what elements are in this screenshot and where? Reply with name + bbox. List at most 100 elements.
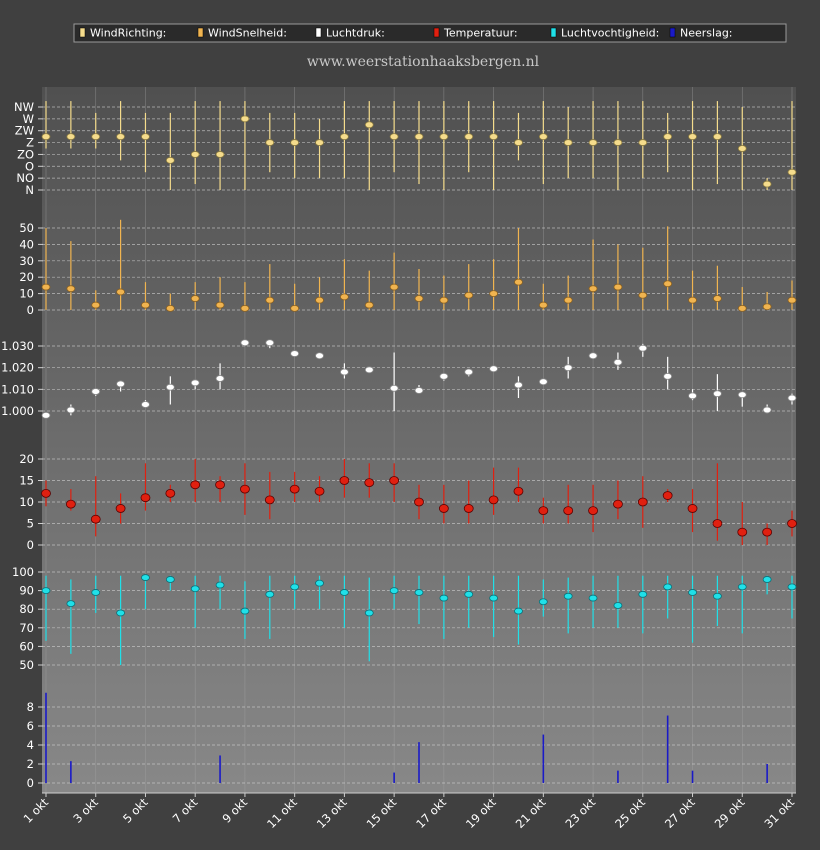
data-point bbox=[364, 609, 374, 617]
data-point bbox=[489, 133, 499, 141]
data-point bbox=[464, 291, 474, 299]
y-tick-label: NO bbox=[16, 171, 34, 185]
data-point bbox=[613, 283, 623, 291]
data-point bbox=[190, 379, 200, 387]
data-point bbox=[613, 602, 623, 609]
data-point bbox=[41, 283, 51, 291]
data-point bbox=[116, 133, 125, 141]
plot-area bbox=[42, 87, 796, 793]
y-tick-label: 0 bbox=[27, 303, 34, 317]
data-point bbox=[663, 372, 673, 380]
data-point bbox=[339, 589, 349, 596]
data-point bbox=[538, 506, 549, 516]
data-point bbox=[489, 594, 499, 602]
data-point bbox=[339, 368, 349, 376]
data-point bbox=[414, 589, 424, 596]
y-tick-label: 10 bbox=[19, 287, 34, 301]
data-point bbox=[538, 598, 548, 606]
data-point bbox=[737, 391, 747, 399]
data-point bbox=[588, 285, 598, 293]
y-tick-label: NW bbox=[14, 100, 34, 114]
data-point bbox=[91, 301, 101, 309]
data-point bbox=[315, 579, 324, 587]
data-point bbox=[290, 304, 300, 312]
y-tick-label: 70 bbox=[19, 621, 34, 635]
data-point bbox=[265, 296, 275, 304]
data-point bbox=[41, 488, 51, 498]
data-point bbox=[514, 607, 523, 615]
data-point bbox=[165, 156, 175, 164]
data-point bbox=[563, 296, 573, 304]
data-point bbox=[66, 406, 76, 414]
y-tick-label: 20 bbox=[19, 270, 34, 284]
data-point bbox=[638, 590, 648, 598]
data-point bbox=[638, 139, 648, 146]
data-point bbox=[563, 592, 573, 600]
data-point bbox=[315, 296, 324, 304]
data-point bbox=[538, 378, 548, 386]
data-point bbox=[290, 583, 300, 591]
legend-label-1: WindSnelheid: bbox=[208, 27, 287, 40]
data-point bbox=[588, 506, 598, 516]
data-point bbox=[762, 406, 772, 414]
y-tick-label: 80 bbox=[19, 602, 34, 616]
data-point bbox=[787, 583, 797, 591]
data-point bbox=[439, 594, 449, 602]
data-point bbox=[588, 352, 598, 360]
y-tick-label: 30 bbox=[19, 254, 34, 268]
data-point bbox=[688, 589, 697, 596]
data-point bbox=[91, 589, 101, 596]
data-point bbox=[140, 493, 151, 503]
data-point bbox=[489, 290, 499, 298]
data-point bbox=[439, 296, 449, 304]
data-point bbox=[688, 133, 697, 141]
y-tick-label: 20 bbox=[19, 452, 34, 466]
data-point bbox=[90, 514, 101, 524]
data-point bbox=[538, 301, 548, 309]
data-point bbox=[91, 133, 101, 141]
series-WindSnelheid bbox=[41, 219, 797, 312]
data-point bbox=[514, 139, 523, 146]
data-point bbox=[538, 133, 548, 141]
y-tick-label: Z bbox=[26, 136, 34, 150]
data-point bbox=[215, 375, 225, 382]
data-point bbox=[65, 499, 76, 509]
data-point bbox=[737, 527, 748, 537]
data-point bbox=[389, 283, 399, 291]
data-point bbox=[762, 527, 773, 537]
y-tick-label: W bbox=[23, 112, 34, 126]
y-tick-label: N bbox=[25, 183, 34, 197]
data-point bbox=[66, 600, 76, 608]
data-point bbox=[464, 590, 474, 598]
legend-label-5: Neerslag: bbox=[680, 27, 733, 40]
series-Luchtvochtigheid bbox=[41, 574, 797, 665]
data-point bbox=[190, 295, 200, 302]
data-point bbox=[290, 139, 300, 146]
y-tick-label: 1.030 bbox=[1, 339, 34, 353]
data-point bbox=[787, 394, 797, 402]
data-point bbox=[240, 484, 250, 494]
data-point bbox=[240, 607, 250, 615]
y-tick-label: ZW bbox=[15, 124, 34, 138]
data-point bbox=[787, 168, 797, 176]
data-point bbox=[190, 480, 201, 490]
data-point bbox=[364, 301, 374, 309]
y-tick-label: 0 bbox=[27, 776, 34, 790]
y-tick-label: 50 bbox=[19, 221, 34, 235]
data-point bbox=[264, 495, 275, 505]
data-point bbox=[116, 288, 125, 296]
y-tick-label: 6 bbox=[27, 719, 34, 733]
data-point bbox=[215, 581, 225, 589]
data-point bbox=[290, 350, 300, 357]
data-point bbox=[637, 497, 648, 507]
data-point bbox=[66, 285, 76, 293]
data-point bbox=[115, 504, 126, 513]
data-point bbox=[165, 383, 175, 391]
site-title: www.weerstationhaaksbergen.nl bbox=[307, 54, 540, 70]
data-point bbox=[364, 478, 375, 488]
data-point bbox=[339, 476, 350, 485]
data-point bbox=[289, 484, 300, 494]
legend-swatch-3 bbox=[433, 27, 440, 38]
